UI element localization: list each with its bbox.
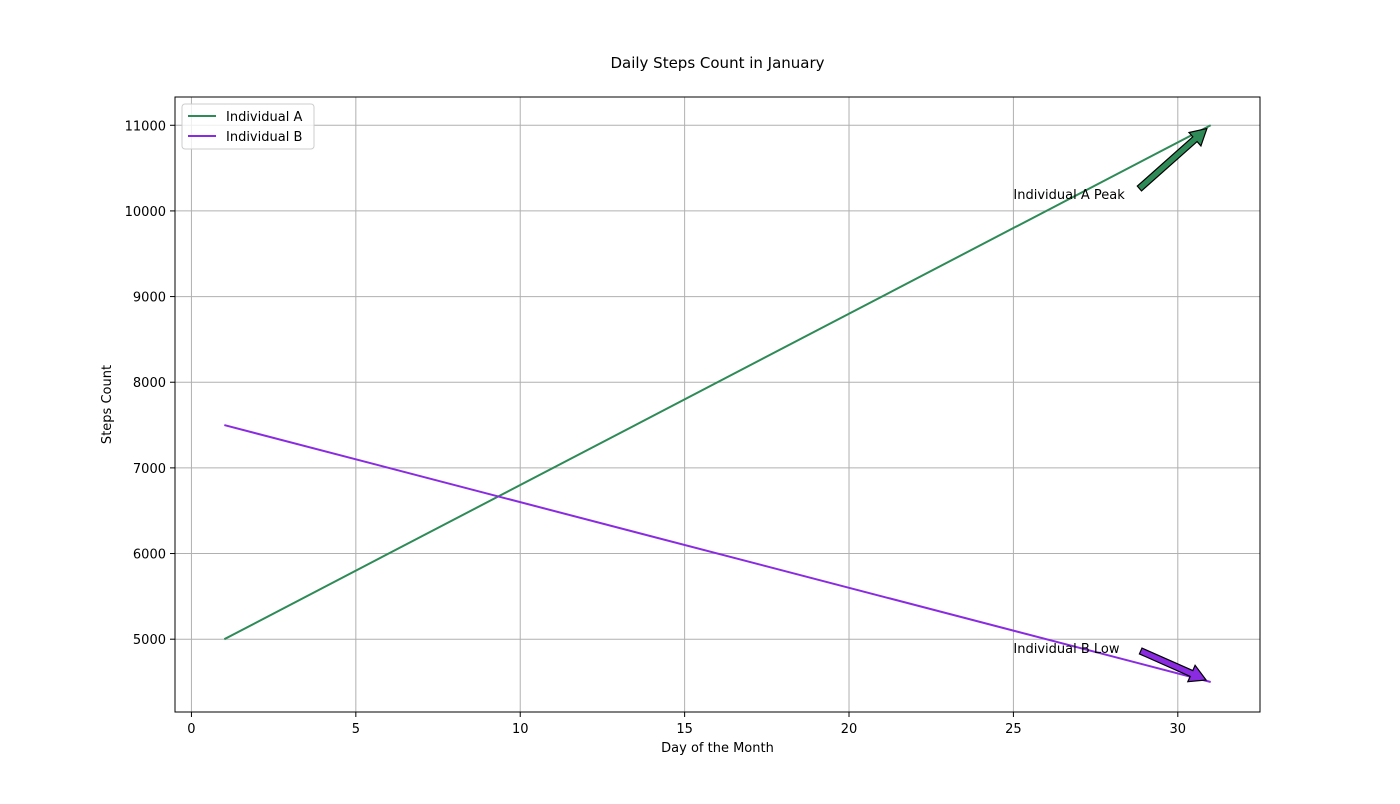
chart-title: Daily Steps Count in January <box>610 54 824 72</box>
y-tick-label: 7000 <box>133 462 166 477</box>
series-line-individual-a <box>223 124 1212 641</box>
y-tick-label: 8000 <box>133 376 166 391</box>
y-tick-label: 10000 <box>125 205 166 220</box>
x-axis-title: Day of the Month <box>661 741 774 756</box>
series-lines <box>223 124 1212 683</box>
x-tick-label: 30 <box>1170 722 1187 737</box>
y-axis-title: Steps Count <box>100 365 115 444</box>
axis-ticks: 0 5 10 15 20 25 30 5000 6000 7000 8000 9000 10000 110… <box>125 119 1186 737</box>
y-tick-label: 9000 <box>133 291 166 306</box>
x-tick-label: 15 <box>676 722 693 737</box>
y-tick-label: 5000 <box>133 633 166 648</box>
x-tick-label: 10 <box>512 722 529 737</box>
legend-label-individual-a: Individual A <box>226 110 302 125</box>
series-line-individual-b <box>224 424 1211 683</box>
x-tick-label: 25 <box>1005 722 1022 737</box>
x-tick-label: 20 <box>841 722 858 737</box>
annotation-arrow-b-low <box>1138 647 1208 683</box>
legend-label-individual-b: Individual B <box>226 130 302 145</box>
grid <box>175 97 1260 712</box>
y-tick-label: 6000 <box>133 548 166 563</box>
annotation-label-b-low: Individual B Low <box>1013 642 1119 657</box>
y-tick-label: 11000 <box>125 119 166 134</box>
plot-area-frame <box>174 96 1261 713</box>
x-tick-label: 0 <box>187 722 195 737</box>
x-tick-label: 5 <box>352 722 360 737</box>
annotation-arrow-a-peak <box>1136 127 1208 192</box>
legend: Individual A Individual B <box>181 103 315 150</box>
annotations: Individual A Peak Individual B Low <box>1013 127 1208 683</box>
annotation-label-a-peak: Individual A Peak <box>1013 188 1125 203</box>
